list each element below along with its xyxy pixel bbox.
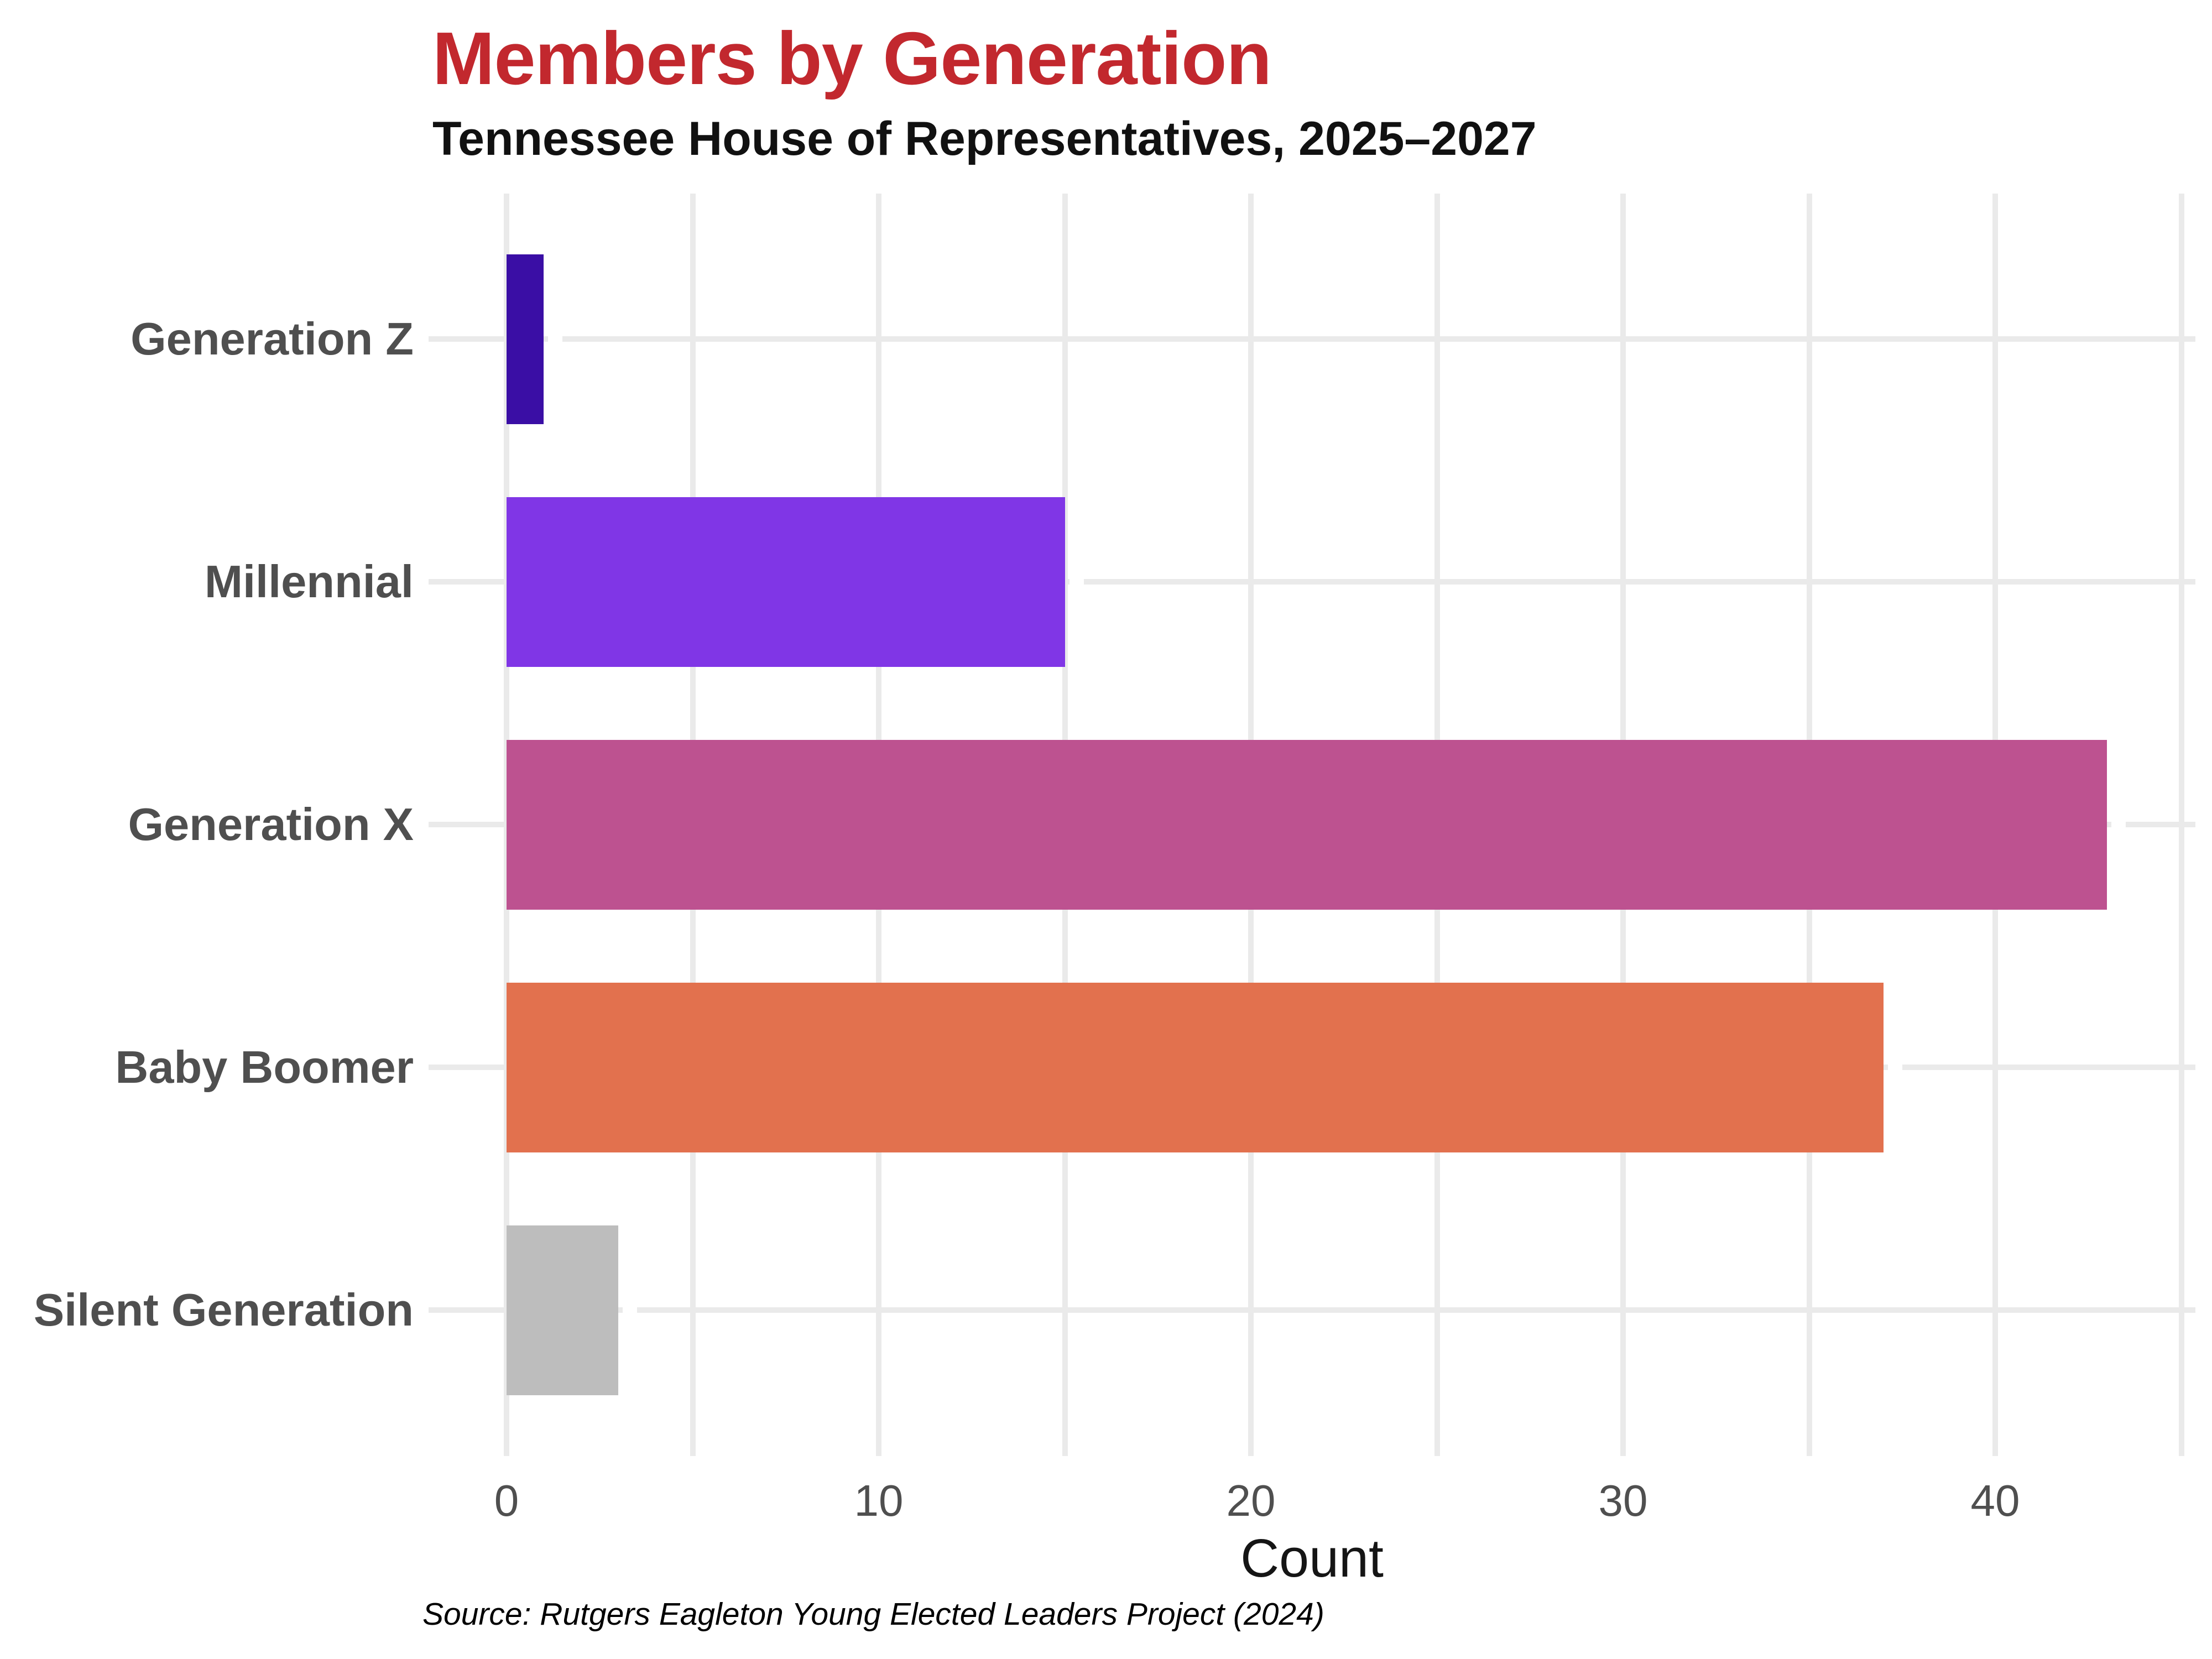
bar-baby-boomer (507, 982, 1884, 1152)
gridline-gap-generation-x (2111, 821, 2126, 828)
source-note: Source: Rutgers Eagleton Young Elected L… (422, 1597, 1324, 1632)
bar-millennial (507, 497, 1065, 667)
y-gridline-millennial (429, 579, 2195, 585)
gridline-gap-baby-boomer (1888, 1063, 1903, 1071)
y-axis-label-baby-boomer: Baby Boomer (115, 1041, 414, 1093)
chart-subtitle: Tennessee House of Representatives, 2025… (432, 112, 1537, 165)
y-axis-label-silent-generation: Silent Generation (33, 1284, 414, 1335)
x-axis-tick-label-40: 40 (1970, 1476, 2020, 1525)
bar-silent-generation (507, 1225, 618, 1395)
x-axis-tick-label-0: 0 (494, 1476, 519, 1525)
y-gridline-silent-generation (429, 1307, 2195, 1313)
y-axis-label-millennial: Millennial (204, 556, 414, 607)
x-axis-title: Count (1240, 1528, 1384, 1588)
bar-generation-x (507, 739, 2107, 910)
gridline-gap-millennial (1069, 578, 1084, 586)
y-axis-label-generation-z: Generation Z (131, 313, 414, 364)
chart-title: Members by Generation (432, 17, 1272, 100)
y-gridline-generation-z (429, 336, 2195, 342)
y-axis-label-generation-x: Generation X (128, 799, 414, 850)
x-axis-tick-label-10: 10 (854, 1476, 904, 1525)
x-axis-tick-label-30: 30 (1598, 1476, 1648, 1525)
gridline-gap-generation-z (548, 335, 563, 343)
bar-generation-z (507, 254, 544, 424)
gridline-gap-silent-generation (622, 1306, 637, 1314)
x-axis-tick-label-20: 20 (1226, 1476, 1276, 1525)
